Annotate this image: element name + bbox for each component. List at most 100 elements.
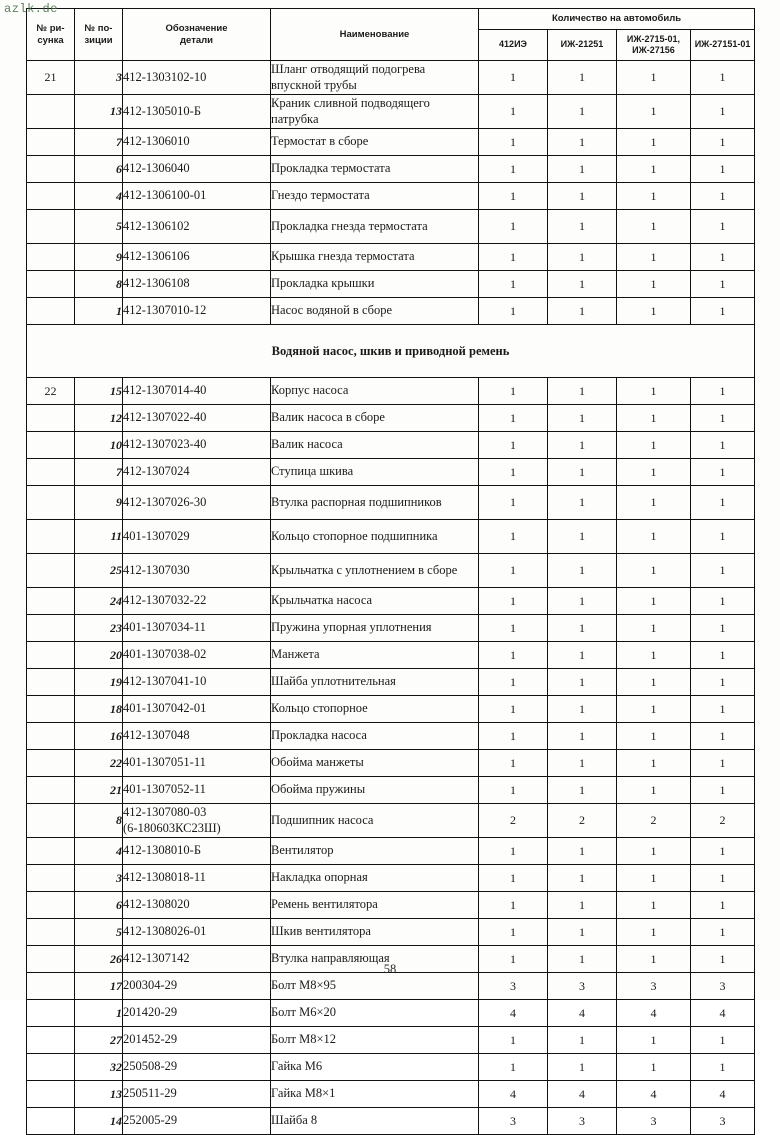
cell-part-name: Шайба уплотнительная <box>270 668 479 696</box>
cell-quantity-4: 1 <box>689 945 756 973</box>
cell-quantity-3: 1 <box>616 553 691 588</box>
cell-part-number: 412-1306040 <box>122 155 271 183</box>
table-row: 12 412-1307022-40 Валик насоса в сборе 1 1 1 1 <box>26 404 756 432</box>
cell-part-name: Шайба 8 <box>270 1107 479 1135</box>
cell-figure <box>26 668 75 696</box>
cell-quantity-3: 1 <box>616 587 691 615</box>
cell-figure <box>26 1026 75 1054</box>
cell-quantity-4: 1 <box>689 155 756 183</box>
cell-quantity-1: 1 <box>478 209 548 244</box>
cell-quantity-4: 1 <box>689 918 756 946</box>
table-row: 5 412-1308026-01 Шкив вентилятора 1 1 1 1 <box>26 918 756 946</box>
cell-quantity-1: 1 <box>478 94 548 129</box>
cell-part-name: Шланг отводящий подогрева впускной трубы <box>270 60 479 95</box>
cell-quantity-4: 1 <box>689 891 756 919</box>
cell-quantity-2: 1 <box>547 776 617 804</box>
cell-quantity-1: 1 <box>478 614 548 642</box>
cell-quantity-3: 2 <box>616 803 691 838</box>
cell-part-number: 201452-29 <box>122 1026 271 1054</box>
cell-part-name: Гайка М6 <box>270 1053 479 1081</box>
cell-quantity-2: 1 <box>547 60 617 95</box>
cell-quantity-1: 1 <box>478 641 548 669</box>
cell-part-name: Крышка гнезда термостата <box>270 243 479 271</box>
cell-position: 3 <box>74 864 123 892</box>
page-number: 58 <box>383 962 397 976</box>
cell-part-number: 250508-29 <box>122 1053 271 1081</box>
cell-figure <box>26 553 75 588</box>
cell-quantity-1: 1 <box>478 668 548 696</box>
cell-quantity-3: 1 <box>616 458 691 486</box>
cell-quantity-3: 1 <box>616 270 691 298</box>
cell-part-name: Гайка М8×1 <box>270 1080 479 1108</box>
table-row: 21 3 412-1303102-10 Шланг отводящий подогре… <box>26 60 756 95</box>
cell-quantity-1: 1 <box>478 60 548 95</box>
cell-part-name: Кольцо стопорное подшипника <box>270 519 479 554</box>
cell-quantity-1: 1 <box>478 270 548 298</box>
cell-part-name: Валик насоса в сборе <box>270 404 479 432</box>
cell-quantity-3: 1 <box>616 837 691 865</box>
watermark-azlk: azlk.de <box>4 2 58 16</box>
header-qty-izh-21251: ИЖ-21251 <box>547 29 617 61</box>
cell-position: 16 <box>74 722 123 750</box>
cell-part-name: Обойма пружины <box>270 776 479 804</box>
cell-quantity-3: 1 <box>616 891 691 919</box>
cell-quantity-3: 1 <box>616 1053 691 1081</box>
cell-quantity-3: 1 <box>616 749 691 777</box>
cell-quantity-3: 1 <box>616 404 691 432</box>
table-row: 7 412-1307024 Ступица шкива 1 1 1 1 <box>26 458 756 486</box>
cell-quantity-4: 1 <box>689 209 756 244</box>
cell-position: 5 <box>74 918 123 946</box>
cell-quantity-4: 1 <box>689 1053 756 1081</box>
table-row: 3 412-1308018-11 Накладка опорная 1 1 1 1 <box>26 864 756 892</box>
cell-position: 18 <box>74 695 123 723</box>
cell-part-name: Обойма манжеты <box>270 749 479 777</box>
cell-quantity-3: 1 <box>616 431 691 459</box>
table-row: 6 412-1306040 Прокладка термостата 1 1 1 1 <box>26 155 756 183</box>
cell-position: 13 <box>74 1080 123 1108</box>
cell-quantity-2: 1 <box>547 209 617 244</box>
cell-figure <box>26 270 75 298</box>
cell-quantity-2: 1 <box>547 377 617 405</box>
cell-part-number: 412-1307080-03 (6-180603КС23Ш) <box>122 803 271 838</box>
cell-quantity-1: 1 <box>478 945 548 973</box>
cell-quantity-4: 3 <box>689 1107 756 1135</box>
cell-quantity-3: 1 <box>616 918 691 946</box>
cell-quantity-4: 1 <box>689 182 756 210</box>
cell-position: 25 <box>74 553 123 588</box>
cell-part-number: 401-1307038-02 <box>122 641 271 669</box>
table-row: 17 200304-29 Болт М8×95 3 3 3 3 <box>26 972 756 1000</box>
cell-part-name: Болт М8×95 <box>270 972 479 1000</box>
cell-quantity-4: 1 <box>689 458 756 486</box>
cell-quantity-2: 1 <box>547 458 617 486</box>
cell-figure <box>26 1053 75 1081</box>
cell-figure <box>26 182 75 210</box>
table-row: 9 412-1306106 Крышка гнезда термостата 1 1 1 1 <box>26 243 756 271</box>
cell-part-name: Манжета <box>270 641 479 669</box>
cell-quantity-4: 1 <box>689 94 756 129</box>
cell-quantity-4: 1 <box>689 695 756 723</box>
table-row: 21 401-1307052-11 Обойма пружины 1 1 1 1 <box>26 776 756 804</box>
cell-quantity-1: 1 <box>478 864 548 892</box>
cell-position: 27 <box>74 1026 123 1054</box>
cell-part-number: 412-1308020 <box>122 891 271 919</box>
cell-position: 15 <box>74 377 123 405</box>
cell-part-number: 412-1307030 <box>122 553 271 588</box>
cell-position: 19 <box>74 668 123 696</box>
header-qty-izh-27151-01: ИЖ-27151-01 <box>689 29 756 61</box>
cell-part-name: Подшипник насоса <box>270 803 479 838</box>
cell-quantity-2: 1 <box>547 94 617 129</box>
cell-part-number: 412-1306010 <box>122 128 271 156</box>
cell-position: 8 <box>74 803 123 838</box>
cell-quantity-1: 1 <box>478 128 548 156</box>
cell-figure <box>26 458 75 486</box>
cell-quantity-2: 1 <box>547 485 617 520</box>
cell-position: 13 <box>74 94 123 129</box>
cell-quantity-3: 1 <box>616 519 691 554</box>
cell-quantity-3: 1 <box>616 155 691 183</box>
cell-quantity-1: 1 <box>478 891 548 919</box>
cell-position: 26 <box>74 945 123 973</box>
cell-quantity-1: 1 <box>478 1026 548 1054</box>
cell-part-name: Крыльчатка насоса <box>270 587 479 615</box>
cell-quantity-2: 1 <box>547 695 617 723</box>
header-quantity-group: Количество на автомобиль <box>477 8 756 30</box>
